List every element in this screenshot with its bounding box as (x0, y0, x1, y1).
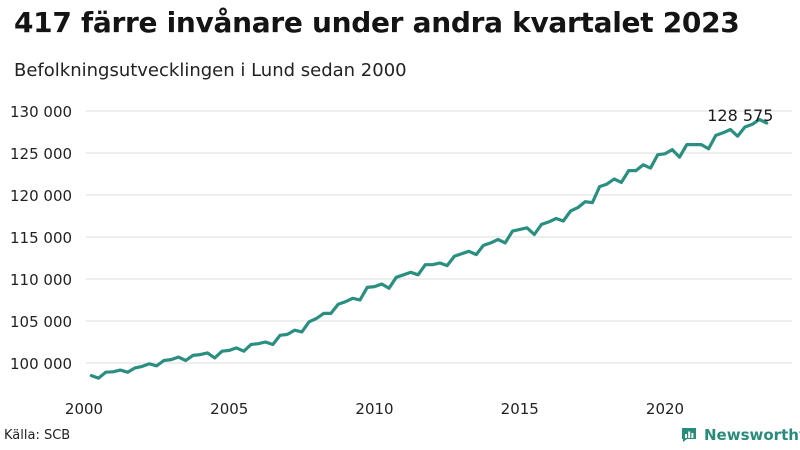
x-tick-label: 2010 (355, 400, 393, 418)
series-layer (89, 117, 769, 380)
brand-name: Newsworthy (704, 426, 800, 444)
x-axis: 2000 2005 2010 2015 2020 (65, 400, 684, 418)
x-tick-label: 2005 (210, 400, 248, 418)
series-line (89, 117, 769, 380)
chart-subtitle: Befolkningsutvecklingen i Lund sedan 200… (14, 60, 407, 81)
y-tick-label: 110 000 (10, 271, 72, 289)
x-tick-label: 2020 (646, 400, 684, 418)
y-tick-label: 125 000 (10, 145, 72, 163)
grid-lines (86, 110, 792, 364)
x-tick-label: 2015 (501, 400, 539, 418)
y-tick-label: 115 000 (10, 229, 72, 247)
y-tick-label: 105 000 (10, 313, 72, 331)
annotation-layer: 128 575 (707, 106, 773, 125)
y-tick-label: 130 000 (10, 103, 72, 121)
y-axis: 100 000 105 000 110 000 115 000 120 000 125 0… (10, 103, 72, 373)
source-note: Källa: SCB (4, 428, 71, 443)
chart-title: 417 färre invånare under andra kvartalet… (14, 6, 740, 39)
x-tick-label: 2000 (65, 400, 103, 418)
newsworthy-logo-icon (682, 428, 696, 442)
y-tick-label: 100 000 (10, 355, 72, 373)
y-tick-label: 120 000 (10, 187, 72, 205)
brand-logo[interactable]: Newsworthy (680, 426, 800, 444)
last-value-label: 128 575 (707, 106, 773, 125)
